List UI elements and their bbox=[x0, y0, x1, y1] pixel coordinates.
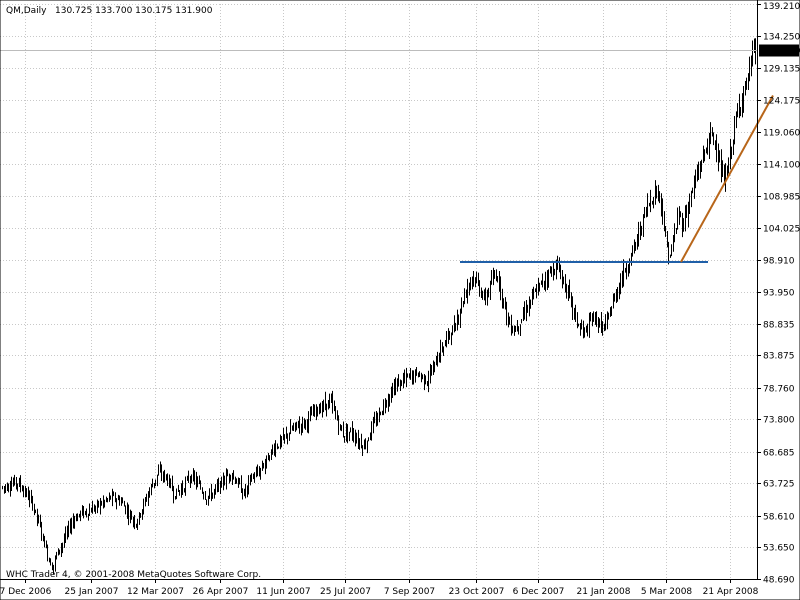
y-tick-label: 104.025 bbox=[763, 225, 800, 235]
y-tick-label: 139.210 bbox=[763, 2, 800, 12]
x-tick-label: 5 Mar 2008 bbox=[641, 587, 693, 597]
current-price-tag: 131.900 bbox=[759, 44, 800, 57]
x-tick-label: 25 Jul 2007 bbox=[320, 587, 371, 597]
y-tick-label: 58.610 bbox=[763, 513, 795, 523]
y-tick-label: 53.650 bbox=[763, 544, 795, 554]
y-tick-label: 48.690 bbox=[763, 576, 795, 586]
x-tick-label: 21 Jan 2008 bbox=[577, 587, 631, 597]
y-tick-label: 83.875 bbox=[763, 352, 795, 362]
current-price-tag-label: 131.900 bbox=[763, 47, 800, 57]
x-tick-label: 25 Jan 2007 bbox=[65, 587, 119, 597]
grid bbox=[0, 4, 757, 580]
x-tick-label: 26 Apr 2007 bbox=[193, 587, 249, 597]
x-tick-label: 6 Dec 2007 bbox=[513, 587, 565, 597]
y-tick-label: 68.685 bbox=[763, 449, 795, 459]
price-bars bbox=[2, 38, 756, 575]
y-tick-label: 78.760 bbox=[763, 385, 795, 395]
y-tick-label: 124.175 bbox=[763, 97, 800, 107]
ohlc-values: 130.725 133.700 130.175 131.900 bbox=[55, 6, 213, 16]
y-tick-label: 129.135 bbox=[763, 65, 800, 75]
y-tick-label: 108.985 bbox=[763, 193, 800, 203]
x-tick-label: 12 Mar 2007 bbox=[127, 587, 184, 597]
y-tick-label: 134.250 bbox=[763, 33, 800, 43]
y-tick-label: 88.835 bbox=[763, 321, 795, 331]
x-axis: 7 Dec 2006 25 Jan 2007 12 Mar 2007 26 Apr 2… bbox=[0, 579, 759, 597]
x-tick-label: 21 Apr 2008 bbox=[703, 587, 759, 597]
x-tick-label: 7 Sep 2007 bbox=[384, 587, 435, 597]
current-price-tag-background bbox=[759, 44, 799, 57]
x-tick-label: 23 Oct 2007 bbox=[449, 587, 505, 597]
y-tick-label: 73.800 bbox=[763, 416, 795, 426]
chart-header: QM,Daily 130.725 133.700 130.175 131.900 bbox=[6, 6, 213, 16]
symbol-label: QM,Daily bbox=[6, 6, 47, 16]
y-tick-label: 114.100 bbox=[763, 161, 800, 171]
copyright-text: WHC Trader 4, © 2001-2008 MetaQuotes Sof… bbox=[6, 570, 261, 580]
y-tick-label: 63.725 bbox=[763, 480, 795, 490]
y-tick-label: 119.060 bbox=[763, 129, 800, 139]
x-tick-label: 11 Jun 2007 bbox=[256, 587, 310, 597]
y-tick-label: 93.950 bbox=[763, 289, 795, 299]
y-tick-label: 98.910 bbox=[763, 257, 795, 267]
y-axis: 139.210 134.250 129.135 124.175 119.060 114.1… bbox=[757, 2, 800, 586]
x-tick-label: 7 Dec 2006 bbox=[0, 587, 52, 597]
